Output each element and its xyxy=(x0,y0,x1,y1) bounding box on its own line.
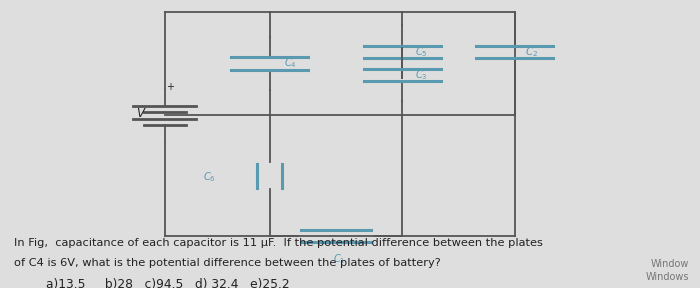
Text: $C_6$: $C_6$ xyxy=(203,170,216,184)
Text: Windows: Windows xyxy=(646,272,690,282)
Text: $C_2$: $C_2$ xyxy=(525,45,538,59)
Text: $V$: $V$ xyxy=(136,107,147,120)
Text: $C_3$: $C_3$ xyxy=(415,68,428,82)
Text: a)13.5     b)28   c)94.5   d) 32.4   e)25.2: a)13.5 b)28 c)94.5 d) 32.4 e)25.2 xyxy=(46,278,289,288)
Text: In Fig,  capacitance of each capacitor is 11 μF.  If the potential difference be: In Fig, capacitance of each capacitor is… xyxy=(14,238,543,248)
Text: $C_5$: $C_5$ xyxy=(415,45,428,59)
Text: $+$: $+$ xyxy=(166,81,174,92)
Text: of C4 is 6V, what is the potential difference between the plates of battery?: of C4 is 6V, what is the potential diffe… xyxy=(14,258,441,268)
Text: Window: Window xyxy=(651,259,690,269)
Text: $C_1$: $C_1$ xyxy=(333,252,346,266)
Text: $C_4$: $C_4$ xyxy=(284,56,296,70)
